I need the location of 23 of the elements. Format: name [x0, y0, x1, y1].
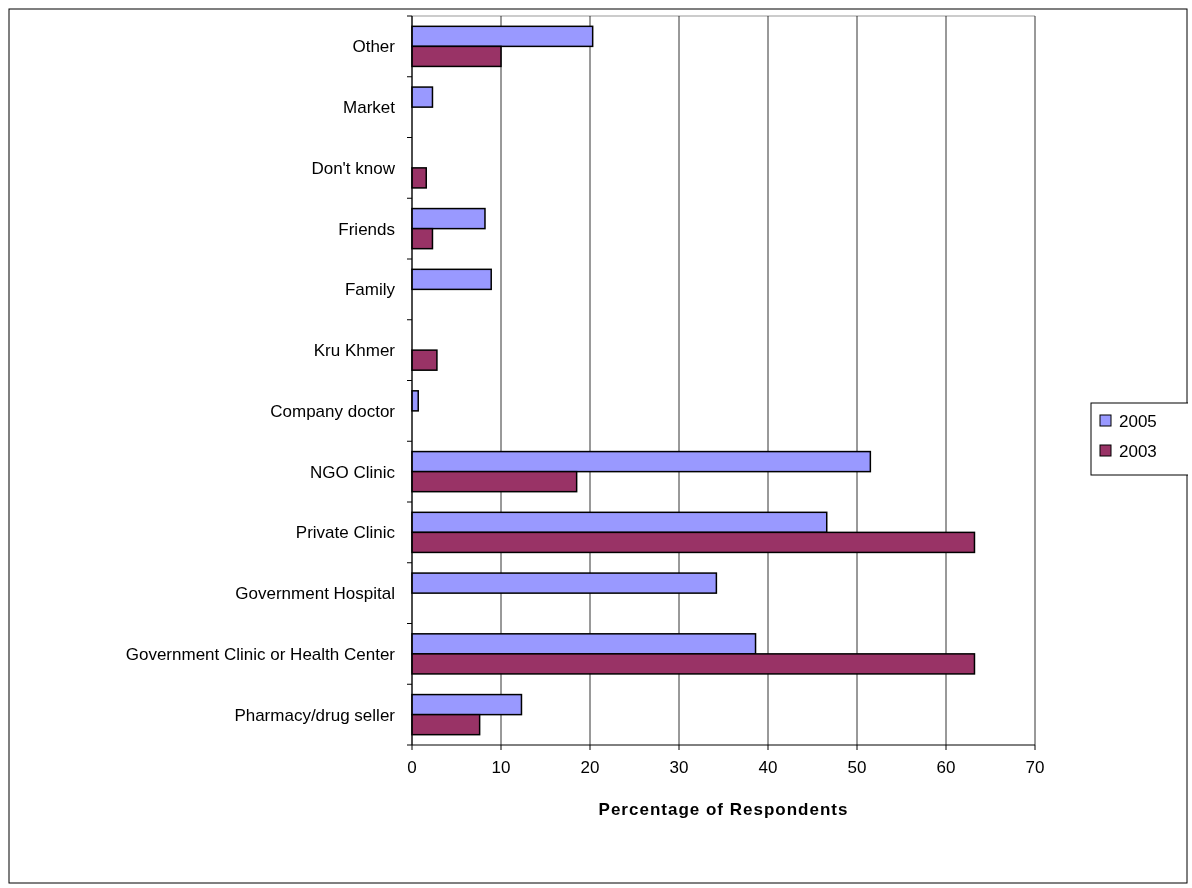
y-tick-label: Don't know — [311, 158, 396, 178]
y-tick-label: Government Clinic or Health Center — [125, 644, 396, 664]
y-tick-label: Pharmacy/drug seller — [234, 705, 396, 725]
x-axis-title: Percentage of Respondents — [598, 800, 849, 819]
legend-label: 2005 — [1119, 412, 1157, 431]
y-tick-label: Friends — [338, 219, 395, 239]
x-tick-label: 40 — [758, 758, 778, 777]
x-tick-label: 70 — [1025, 758, 1045, 777]
y-tick-label: NGO Clinic — [309, 462, 396, 482]
y-tick-label: Market — [343, 98, 396, 118]
y-tick-label: Other — [352, 37, 396, 57]
y-tick-label: Government Hospital — [235, 584, 395, 604]
x-tick-label: 0 — [407, 758, 417, 777]
y-tick-label: Family — [344, 280, 396, 300]
legend-label: 2003 — [1119, 442, 1157, 461]
y-tick-label: Kru Khmer — [313, 341, 396, 361]
x-tick-label: 50 — [847, 758, 867, 777]
x-tick-label: 10 — [491, 758, 511, 777]
x-tick-label: 30 — [669, 758, 689, 777]
y-tick-label: Private Clinic — [295, 523, 396, 543]
x-tick-label: 20 — [580, 758, 600, 777]
y-tick-label: Company doctor — [270, 401, 396, 421]
x-tick-label: 60 — [936, 758, 956, 777]
